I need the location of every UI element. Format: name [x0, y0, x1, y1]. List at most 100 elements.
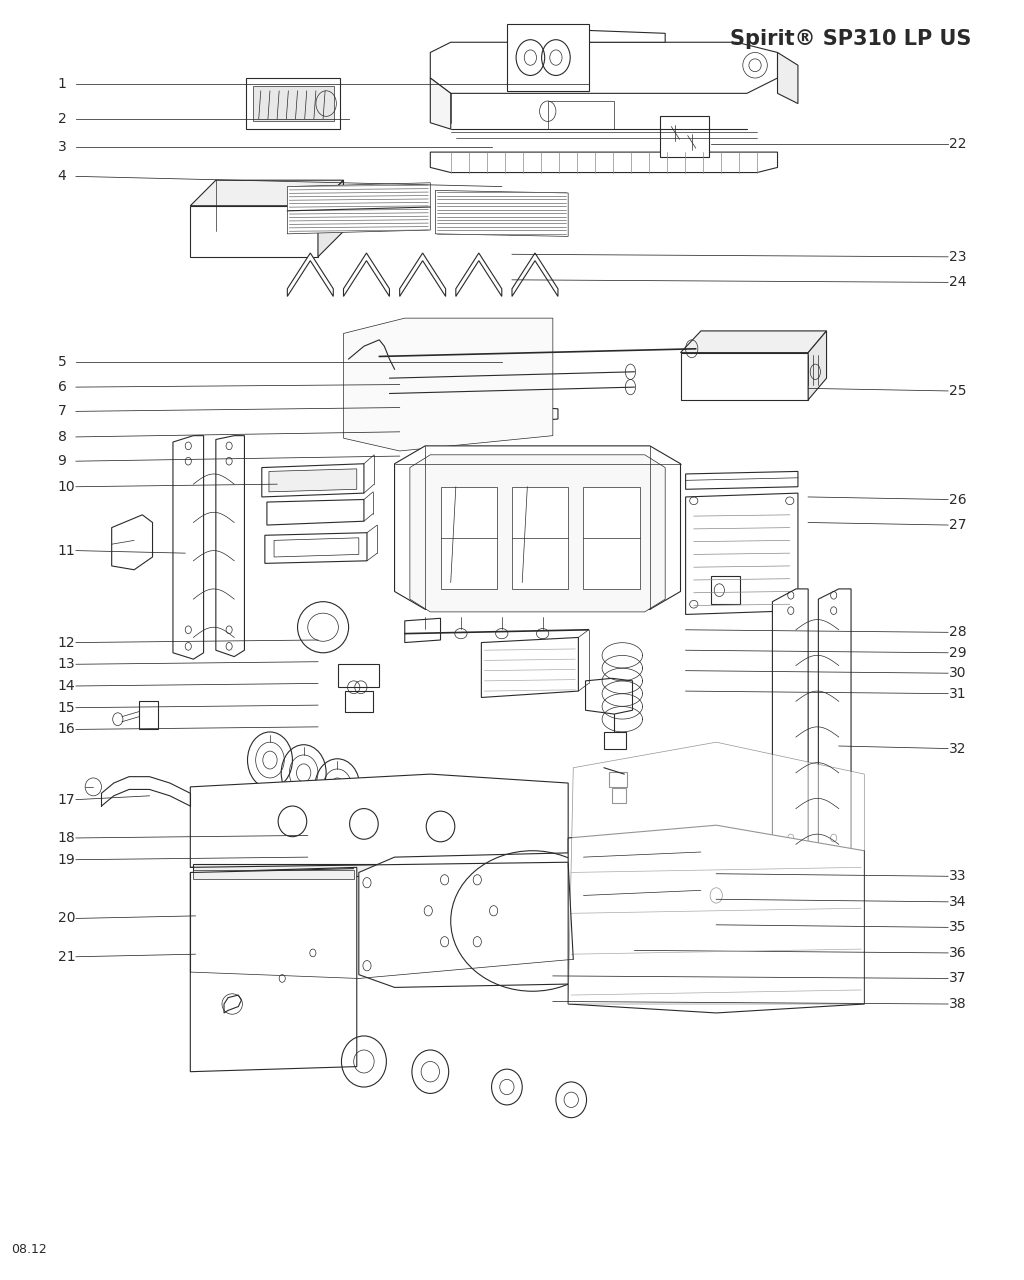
Text: 8: 8 — [57, 430, 67, 444]
Text: 10: 10 — [57, 480, 75, 494]
Polygon shape — [358, 851, 700, 987]
Polygon shape — [410, 454, 666, 612]
Text: 12: 12 — [57, 636, 75, 649]
Bar — [253, 86, 334, 122]
Polygon shape — [394, 399, 461, 415]
Polygon shape — [262, 463, 364, 497]
Polygon shape — [430, 78, 451, 129]
Polygon shape — [394, 445, 681, 609]
Bar — [194, 864, 566, 877]
Bar — [711, 576, 739, 604]
Polygon shape — [190, 774, 568, 873]
Polygon shape — [481, 637, 579, 698]
Text: Spirit® SP310 LP US: Spirit® SP310 LP US — [730, 29, 972, 50]
Text: 26: 26 — [949, 493, 967, 507]
Polygon shape — [568, 742, 864, 1004]
Text: 18: 18 — [57, 831, 76, 845]
Polygon shape — [430, 42, 777, 93]
Bar — [604, 732, 627, 749]
Text: 29: 29 — [949, 646, 967, 659]
Text: 28: 28 — [949, 626, 967, 639]
Polygon shape — [686, 493, 798, 614]
Text: 37: 37 — [949, 972, 967, 986]
Text: 38: 38 — [949, 997, 967, 1011]
Bar — [660, 116, 709, 157]
Text: 21: 21 — [57, 950, 75, 964]
Polygon shape — [274, 538, 358, 557]
Polygon shape — [568, 826, 864, 1012]
Polygon shape — [399, 253, 445, 297]
Polygon shape — [404, 618, 440, 643]
Text: 25: 25 — [949, 384, 967, 398]
Text: 5: 5 — [57, 355, 67, 369]
Bar — [344, 691, 373, 712]
Text: 33: 33 — [949, 869, 967, 883]
Text: 24: 24 — [949, 275, 967, 289]
Polygon shape — [269, 468, 356, 492]
Polygon shape — [224, 995, 242, 1012]
Bar — [338, 664, 379, 687]
Polygon shape — [265, 532, 367, 563]
Text: 32: 32 — [949, 741, 967, 755]
Polygon shape — [579, 845, 706, 902]
Text: 14: 14 — [57, 678, 75, 692]
Polygon shape — [267, 499, 364, 525]
Text: 27: 27 — [949, 518, 967, 532]
Text: 4: 4 — [57, 169, 67, 183]
Text: 36: 36 — [949, 946, 967, 960]
Polygon shape — [435, 191, 568, 237]
Polygon shape — [777, 52, 798, 104]
Bar — [247, 78, 340, 129]
Polygon shape — [512, 29, 666, 42]
Text: 17: 17 — [57, 792, 75, 806]
Text: 22: 22 — [949, 137, 967, 151]
Text: 15: 15 — [57, 700, 75, 714]
Polygon shape — [681, 352, 808, 399]
Polygon shape — [456, 253, 502, 297]
Polygon shape — [586, 678, 633, 714]
Polygon shape — [190, 180, 343, 206]
Text: 13: 13 — [57, 657, 75, 671]
Bar — [548, 101, 614, 129]
Bar — [584, 486, 640, 589]
Polygon shape — [808, 332, 826, 399]
Polygon shape — [288, 253, 333, 297]
Text: 08.12: 08.12 — [11, 1243, 47, 1256]
Polygon shape — [190, 868, 356, 1071]
Polygon shape — [466, 406, 558, 421]
Polygon shape — [288, 183, 430, 234]
Polygon shape — [318, 180, 343, 257]
Text: 16: 16 — [57, 722, 76, 736]
Text: 35: 35 — [949, 920, 967, 934]
Bar — [512, 486, 568, 589]
Polygon shape — [686, 471, 798, 489]
Polygon shape — [430, 152, 777, 173]
Text: 6: 6 — [57, 380, 67, 394]
Text: 3: 3 — [57, 140, 67, 154]
Polygon shape — [343, 253, 389, 297]
Text: 19: 19 — [57, 852, 76, 867]
Bar — [139, 701, 158, 730]
Bar — [440, 486, 497, 589]
Text: 11: 11 — [57, 544, 76, 558]
Text: 20: 20 — [57, 911, 75, 925]
Bar — [194, 870, 353, 879]
Polygon shape — [681, 332, 826, 352]
Text: 23: 23 — [949, 250, 967, 264]
Bar — [609, 772, 628, 787]
Text: 7: 7 — [57, 404, 67, 419]
Polygon shape — [190, 206, 318, 257]
Polygon shape — [112, 515, 153, 570]
Bar — [612, 788, 627, 804]
Text: 30: 30 — [949, 666, 967, 680]
Text: 31: 31 — [949, 686, 967, 700]
Polygon shape — [343, 319, 553, 451]
Polygon shape — [772, 589, 808, 868]
Text: 1: 1 — [57, 77, 67, 91]
Polygon shape — [216, 435, 245, 657]
Text: 2: 2 — [57, 111, 67, 125]
Polygon shape — [818, 589, 851, 864]
Polygon shape — [173, 435, 204, 659]
Bar — [507, 24, 589, 91]
Text: 34: 34 — [949, 895, 967, 909]
